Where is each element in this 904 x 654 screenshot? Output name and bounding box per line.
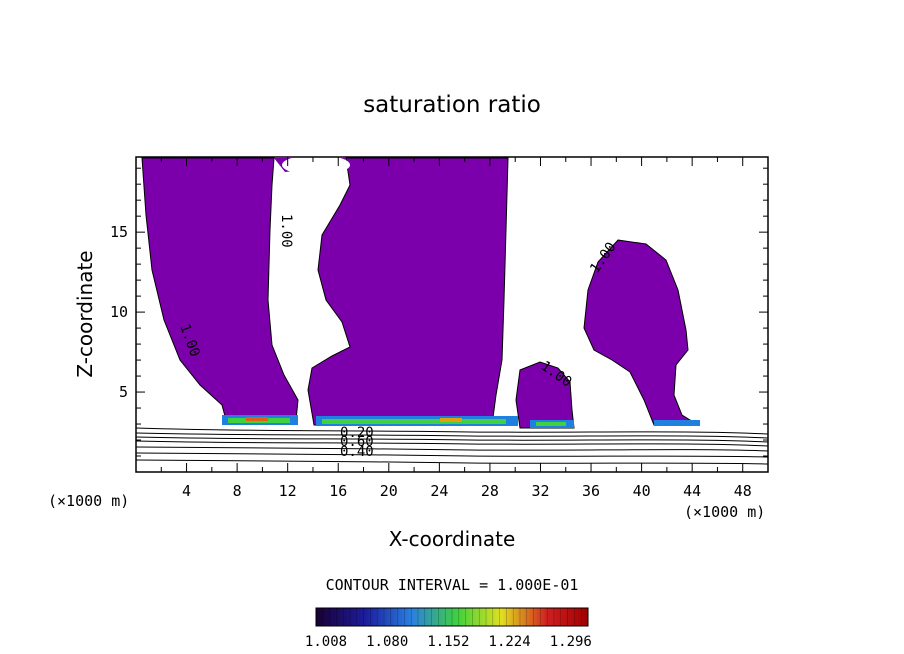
x-tick-label: 24 (430, 482, 448, 500)
y-tick-label: 5 (119, 383, 128, 401)
contour-label-1: 1.00 (278, 214, 294, 248)
chart-title: saturation ratio (363, 92, 541, 118)
cloud-region-left (141, 157, 299, 421)
x-axis-ticks: 4 8 12 16 20 24 28 32 36 40 44 48 (160, 157, 752, 500)
x-tick-label: 8 (233, 482, 242, 500)
colorbar-tick-label: 1.296 (550, 634, 592, 650)
x-tick-label: 36 (582, 482, 600, 500)
y-tick-label: 15 (110, 223, 128, 241)
contour-fill-layer (136, 157, 768, 465)
x-axis-label: X-coordinate (389, 527, 516, 551)
colorbar-tick-label: 1.080 (366, 634, 408, 650)
y-tick-label: 10 (110, 303, 128, 321)
x-tick-label: 44 (683, 482, 701, 500)
colorbar-tick-label: 1.224 (489, 634, 531, 650)
x-tick-label: 40 (633, 482, 651, 500)
boundary-contour-lines (136, 427, 768, 465)
cloud-region-center (307, 157, 509, 426)
high-band-center-peak (440, 418, 462, 422)
y-axis-ticks: 5 10 15 (110, 167, 768, 457)
contour-label-6: 0.60 (340, 434, 374, 450)
x-tick-label: 4 (182, 482, 191, 500)
x-unit-right: (×1000 m) (684, 503, 765, 521)
x-tick-label: 48 (734, 482, 752, 500)
x-tick-label: 20 (380, 482, 398, 500)
x-tick-label: 28 (481, 482, 499, 500)
high-band-small-core (536, 422, 566, 426)
contour-interval-text: CONTOUR INTERVAL = 1.000E-01 (326, 576, 579, 594)
contour-label-7: 0.20 (340, 425, 374, 441)
x-tick-label: 32 (531, 482, 549, 500)
y-axis-label: Z-coordinate (73, 250, 97, 377)
cloud-region-small (515, 361, 575, 429)
contour-label-5: 0.40 (340, 444, 374, 460)
x-tick-label: 16 (329, 482, 347, 500)
high-band-left-peak (246, 417, 268, 421)
colorbar-tick-label: 1.152 (427, 634, 469, 650)
colorbar-tick-label: 1.008 (305, 634, 347, 650)
cloud-notch-white (282, 157, 350, 175)
x-tick-label: 12 (279, 482, 297, 500)
colorbar-ticks: 1.008 1.080 1.152 1.224 1.296 (305, 608, 592, 650)
plot-frame (135, 156, 769, 473)
high-band-right (654, 420, 700, 426)
high-band-center-core (322, 419, 506, 424)
x-unit-left: (×1000 m) (48, 492, 129, 510)
